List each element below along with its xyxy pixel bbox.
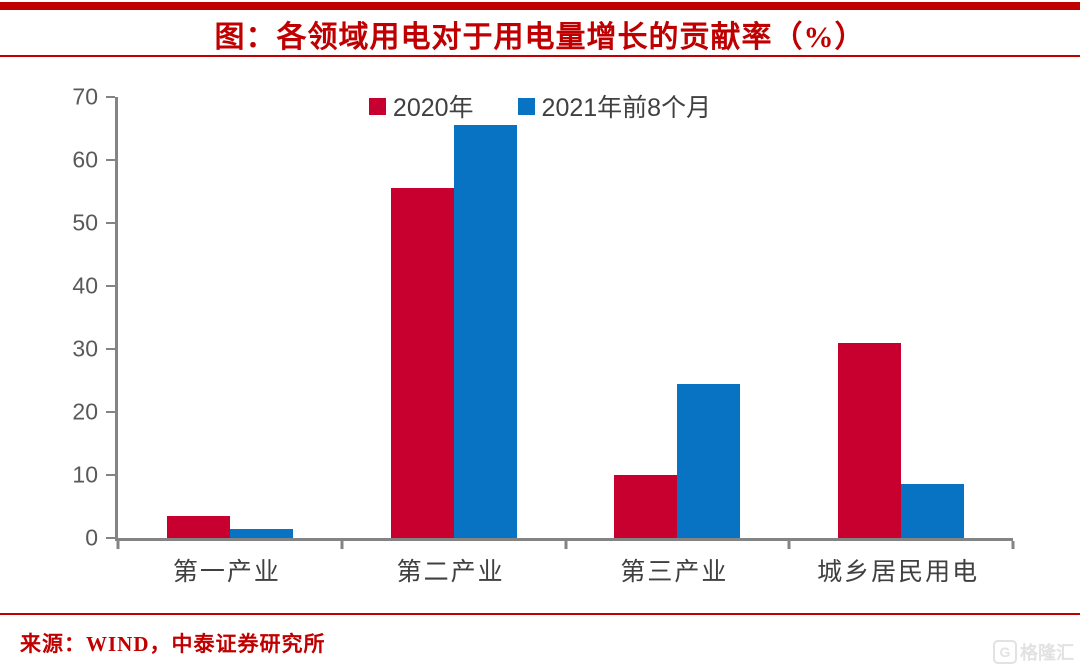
legend-swatch-icon	[517, 97, 535, 115]
title-divider	[0, 55, 1080, 57]
y-tick-mark	[106, 159, 115, 161]
bar-2020年	[166, 515, 230, 538]
bar-2020年	[838, 342, 902, 538]
bar-group	[118, 97, 342, 538]
bar-group	[566, 97, 790, 538]
y-tick-mark	[106, 222, 115, 224]
bar-group	[342, 97, 566, 538]
x-category-label: 第三产业	[620, 559, 729, 586]
x-boundary-tick	[564, 541, 567, 549]
y-tick-label: 20	[72, 398, 98, 425]
x-axis-labels: 第一产业 第二产业 第三产业 城乡居民用电	[115, 552, 1010, 588]
bar-2021年前8个月	[453, 125, 517, 538]
bar-2021年前8个月	[229, 528, 293, 538]
y-tick-mark	[106, 348, 115, 350]
x-boundary-tick	[340, 541, 344, 549]
legend-label: 2020年	[392, 94, 474, 122]
top-accent-bar	[0, 2, 1080, 10]
x-category-label: 第一产业	[172, 559, 281, 586]
y-tick-label: 30	[72, 335, 98, 362]
y-tick-label: 50	[72, 209, 98, 236]
x-category-label: 第二产业	[396, 559, 505, 586]
y-tick-mark	[106, 96, 115, 98]
watermark-label: 格隆汇	[1020, 643, 1074, 663]
bar-2020年	[614, 475, 678, 538]
plot-area: 0 10 20 30 40 50 60 70	[72, 84, 1015, 551]
footer-divider	[0, 613, 1080, 615]
legend-swatch-icon	[368, 97, 386, 115]
y-tick-label: 70	[72, 83, 98, 110]
gelonghui-logo-icon: G	[993, 640, 1017, 664]
bar-2021年前8个月	[677, 383, 741, 538]
bar-2020年	[390, 188, 454, 538]
y-tick-mark	[106, 537, 115, 539]
bar-group	[789, 97, 1013, 538]
x-boundary-tick	[116, 541, 120, 549]
x-category-label: 城乡居民用电	[817, 559, 980, 586]
y-tick-label: 60	[72, 146, 98, 173]
y-tick-label: 0	[85, 524, 98, 551]
y-tick-mark	[106, 411, 115, 413]
legend-item: 2020年	[368, 88, 474, 124]
y-tick-label: 40	[72, 272, 98, 299]
legend-item: 2021年前8个月	[517, 88, 712, 124]
y-tick-label: 10	[72, 461, 98, 488]
bar-2021年前8个月	[901, 484, 965, 538]
y-tick-mark	[106, 285, 115, 287]
watermark: G 格隆汇	[993, 639, 1074, 665]
x-boundary-tick	[787, 541, 791, 549]
chart-title: 图：各领域用电对于用电量增长的贡献率（%）	[214, 21, 866, 54]
legend-label: 2021年前8个月	[541, 94, 712, 122]
chart-legend: 2020年 2021年前8个月	[0, 88, 1080, 124]
x-boundary-tick	[1011, 541, 1015, 549]
source-note: 来源：WIND，中泰证券研究所	[20, 632, 326, 656]
bar-groups	[118, 97, 1013, 538]
y-tick-mark	[106, 474, 115, 476]
